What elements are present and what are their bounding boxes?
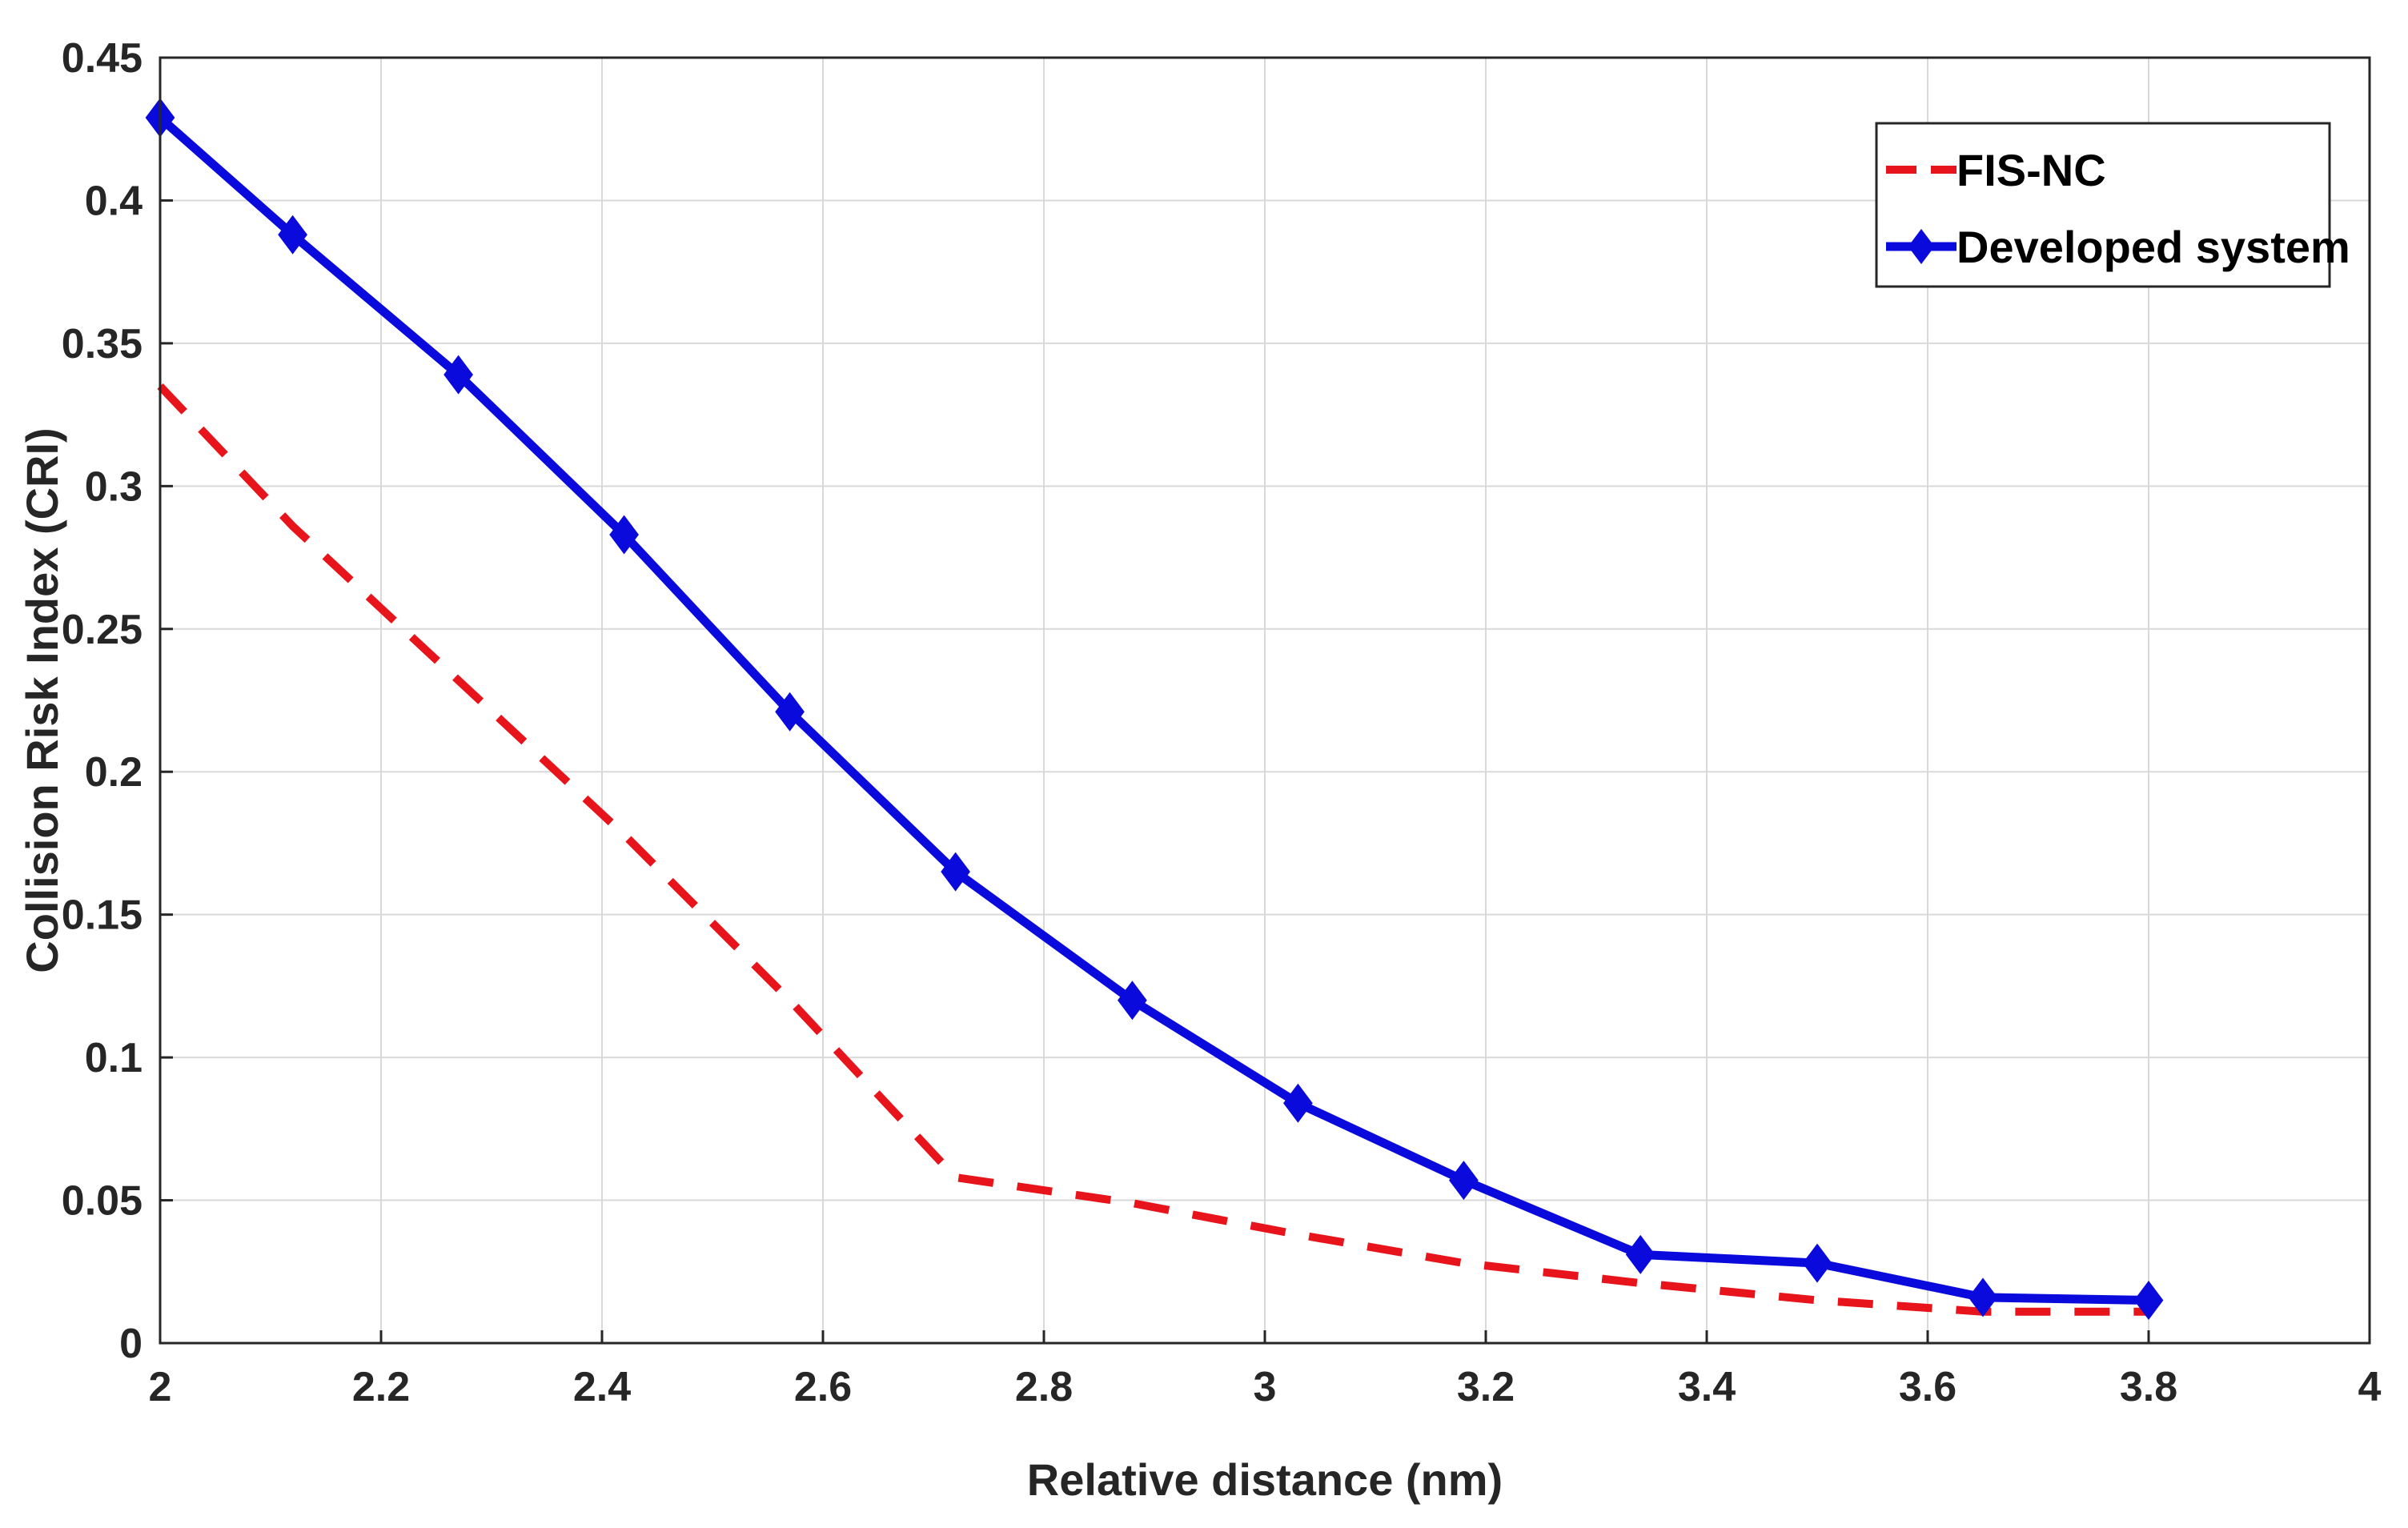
x-tick-label: 2.6	[794, 1364, 852, 1410]
data-point-marker	[609, 515, 639, 555]
data-point-marker	[1118, 981, 1147, 1021]
y-tick-label: 0.45	[62, 35, 142, 82]
data-point-marker	[1968, 1277, 1998, 1317]
series-developed-system	[145, 98, 2164, 1320]
series-fis-nc	[157, 383, 2149, 1316]
axis-ticks: 2 2.2 2.4 2.6 2.8 3 3.2 3.4 3.6 3.8 4 0 0.05 0.1 0.15 0…	[62, 35, 2382, 1410]
x-tick-label: 3.2	[1457, 1364, 1515, 1410]
data-point-marker	[2133, 1280, 2164, 1320]
y-tick-label: 0.25	[62, 607, 142, 653]
data-point-marker	[1449, 1161, 1479, 1201]
legend-item: Developed system	[1886, 222, 2350, 272]
x-tick-label: 3.6	[1899, 1364, 1956, 1410]
series-layer	[145, 98, 2164, 1320]
y-tick-label: 0.3	[85, 463, 142, 510]
y-tick-label: 0.35	[62, 321, 142, 367]
data-point-marker	[1625, 1234, 1656, 1274]
data-point-marker	[1802, 1243, 1832, 1283]
data-point-marker	[278, 215, 307, 255]
series-line	[157, 383, 2149, 1316]
data-point-marker	[941, 852, 970, 892]
x-tick-label: 3	[1254, 1364, 1277, 1410]
x-axis-title: Relative distance (nm)	[1027, 1454, 1503, 1505]
y-tick-label: 0.2	[85, 749, 142, 796]
y-tick-label: 0.4	[85, 178, 142, 224]
legend: FIS-NC Developed system	[1875, 122, 2350, 288]
x-tick-label: 3.4	[1678, 1364, 1736, 1410]
legend-item: FIS-NC	[1886, 145, 2106, 195]
legend-label: FIS-NC	[1956, 145, 2106, 195]
y-tick-label: 0.1	[85, 1035, 142, 1081]
data-point-marker	[775, 692, 805, 732]
legend-label: Developed system	[1956, 222, 2350, 272]
legend-marker	[1908, 229, 1935, 264]
y-axis-title: Collision Risk Index (CRI)	[17, 427, 67, 973]
legend-box	[1875, 122, 2331, 288]
y-tick-label: 0.05	[62, 1178, 142, 1225]
x-tick-label: 2.2	[352, 1364, 410, 1410]
x-tick-label: 3.8	[2120, 1364, 2177, 1410]
x-tick-label: 2	[149, 1364, 172, 1410]
y-tick-label: 0	[119, 1321, 142, 1367]
y-tick-label: 0.15	[62, 892, 142, 939]
data-point-marker	[443, 355, 473, 395]
data-point-marker	[1283, 1083, 1313, 1123]
x-tick-label: 4	[2358, 1364, 2382, 1410]
x-tick-label: 2.4	[573, 1364, 631, 1410]
x-tick-label: 2.8	[1015, 1364, 1073, 1410]
